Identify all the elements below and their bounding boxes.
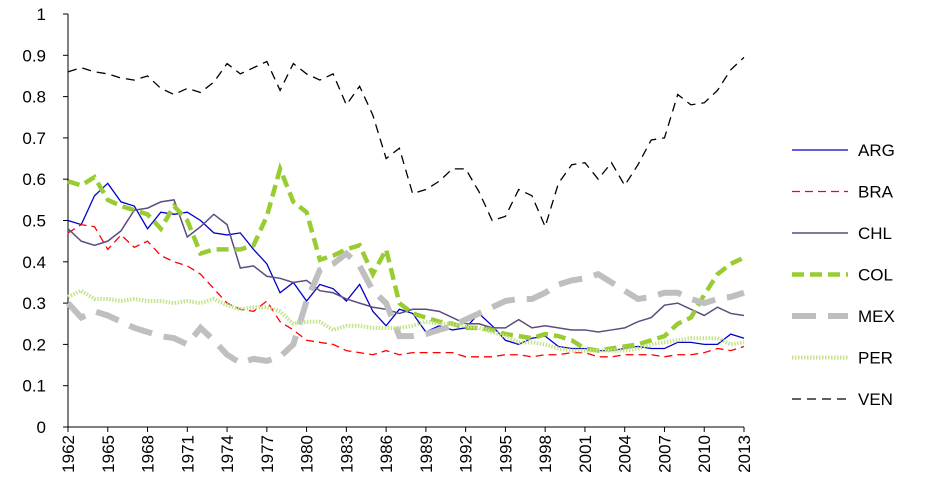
y-tick-label: 0.5 xyxy=(22,212,46,231)
x-tick-label: 1986 xyxy=(377,435,396,473)
x-tick-label: 1989 xyxy=(417,435,436,473)
x-tick-label: 2013 xyxy=(735,435,754,473)
x-tick-label: 2001 xyxy=(576,435,595,473)
x-tick-label: 1998 xyxy=(536,435,555,473)
series-line xyxy=(67,56,745,229)
y-tick-label: 1 xyxy=(37,5,46,24)
y-tick-label: 0.7 xyxy=(22,129,46,148)
x-tick-label: 1962 xyxy=(59,435,78,473)
legend-label: COL xyxy=(858,266,893,285)
y-tick-label: 0.9 xyxy=(22,46,46,65)
series-line xyxy=(67,288,745,353)
legend-label: ARG xyxy=(858,141,895,160)
legend-label: PER xyxy=(858,349,893,368)
x-tick-label: 1977 xyxy=(258,435,277,473)
legend-label: VEN xyxy=(858,390,893,409)
x-tick-label: 2010 xyxy=(695,435,714,473)
series-line xyxy=(67,223,745,358)
x-tick-label: 1968 xyxy=(139,435,158,473)
y-tick-label: 0.1 xyxy=(22,377,46,396)
series-line xyxy=(67,161,745,353)
y-tick-label: 0.6 xyxy=(22,170,46,189)
x-tick-label: 2007 xyxy=(655,435,674,473)
series-line xyxy=(67,199,745,333)
x-tick-label: 1980 xyxy=(298,435,317,473)
legend-label: BRA xyxy=(858,183,894,202)
y-tick-label: 0.2 xyxy=(22,335,46,354)
y-tick-label: 0.3 xyxy=(22,294,46,313)
series-line xyxy=(65,249,745,367)
x-tick-label: 1971 xyxy=(178,435,197,473)
x-tick-label: 1965 xyxy=(99,435,118,473)
x-tick-label: 1983 xyxy=(337,435,356,473)
legend-label: CHL xyxy=(858,224,892,243)
x-tick-label: 2004 xyxy=(616,435,635,473)
x-tick-label: 1974 xyxy=(218,435,237,473)
y-tick-label: 0.8 xyxy=(22,88,46,107)
x-tick-label: 1995 xyxy=(496,435,515,473)
legend-label: MEX xyxy=(858,307,895,326)
y-tick-label: 0.4 xyxy=(22,253,46,272)
x-tick-label: 1992 xyxy=(457,435,476,473)
y-tick-label: 0 xyxy=(37,418,46,437)
